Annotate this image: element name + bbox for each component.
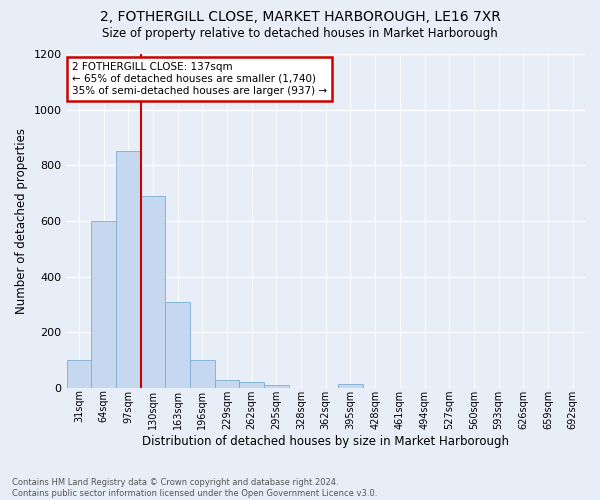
Bar [116,152,140,388]
X-axis label: Distribution of detached houses by size in Market Harborough: Distribution of detached houses by size … [142,434,509,448]
Bar [239,382,264,388]
Bar [215,380,239,388]
Bar [338,384,363,388]
Text: 2 FOTHERGILL CLOSE: 137sqm
← 65% of detached houses are smaller (1,740)
35% of s: 2 FOTHERGILL CLOSE: 137sqm ← 65% of deta… [72,62,327,96]
Bar [190,360,215,388]
Y-axis label: Number of detached properties: Number of detached properties [15,128,28,314]
Bar [264,386,289,388]
Text: Size of property relative to detached houses in Market Harborough: Size of property relative to detached ho… [102,28,498,40]
Bar [91,221,116,388]
Bar [67,360,91,388]
Bar [140,196,165,388]
Bar [165,302,190,388]
Text: Contains HM Land Registry data © Crown copyright and database right 2024.
Contai: Contains HM Land Registry data © Crown c… [12,478,377,498]
Text: 2, FOTHERGILL CLOSE, MARKET HARBOROUGH, LE16 7XR: 2, FOTHERGILL CLOSE, MARKET HARBOROUGH, … [100,10,500,24]
